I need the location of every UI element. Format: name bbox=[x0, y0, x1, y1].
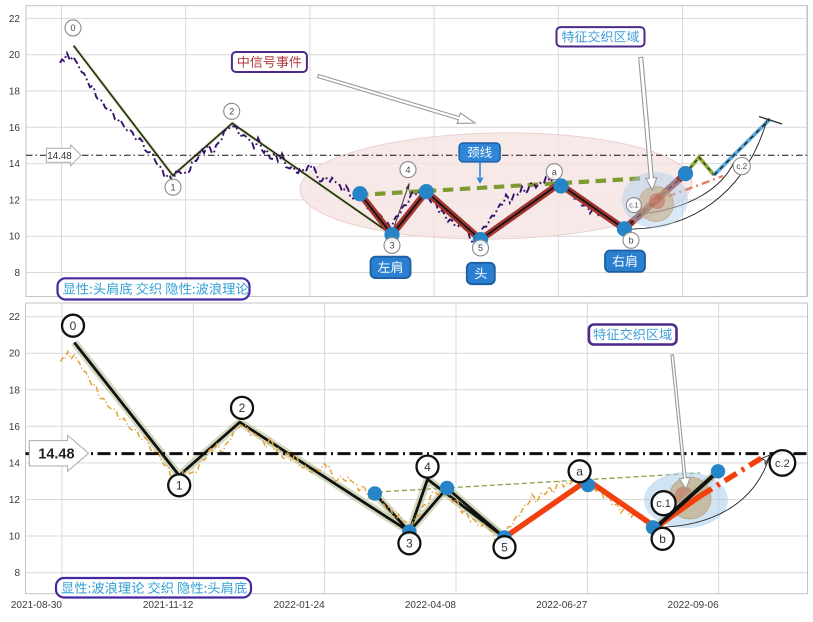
svg-text:2022-06-27: 2022-06-27 bbox=[536, 600, 588, 611]
svg-text:18: 18 bbox=[9, 385, 21, 396]
svg-text:c.1: c.1 bbox=[656, 498, 671, 510]
svg-text:2022-09-06: 2022-09-06 bbox=[668, 600, 720, 611]
svg-text:2021-08-30: 2021-08-30 bbox=[11, 600, 63, 611]
svg-text:14.48: 14.48 bbox=[47, 151, 72, 162]
svg-text:10: 10 bbox=[9, 232, 21, 243]
svg-text:2: 2 bbox=[239, 401, 246, 415]
svg-text:2022-01-24: 2022-01-24 bbox=[274, 600, 326, 611]
svg-text:16: 16 bbox=[9, 123, 21, 134]
svg-text:c.2: c.2 bbox=[775, 458, 790, 470]
svg-text:20: 20 bbox=[9, 50, 21, 61]
svg-text:8: 8 bbox=[14, 268, 20, 279]
svg-text:22: 22 bbox=[9, 14, 21, 25]
svg-text:5: 5 bbox=[478, 243, 483, 253]
svg-text:a: a bbox=[576, 465, 583, 479]
svg-text:a: a bbox=[552, 167, 557, 177]
svg-text:3: 3 bbox=[406, 537, 413, 551]
svg-text:14.48: 14.48 bbox=[38, 447, 74, 463]
svg-text:12: 12 bbox=[9, 495, 21, 506]
svg-text:0: 0 bbox=[70, 319, 77, 333]
svg-text:20: 20 bbox=[9, 349, 21, 360]
svg-text:16: 16 bbox=[9, 422, 21, 433]
svg-text:1: 1 bbox=[170, 182, 175, 192]
svg-text:2022-04-08: 2022-04-08 bbox=[405, 600, 457, 611]
svg-text:18: 18 bbox=[9, 87, 21, 98]
svg-text:2: 2 bbox=[229, 107, 234, 117]
svg-text:c.1: c.1 bbox=[629, 203, 638, 210]
svg-text:2021-11-12: 2021-11-12 bbox=[143, 600, 194, 611]
svg-text:12: 12 bbox=[9, 195, 21, 206]
svg-text:4: 4 bbox=[405, 165, 410, 175]
svg-text:4: 4 bbox=[424, 460, 431, 474]
svg-text:22: 22 bbox=[9, 312, 21, 323]
svg-text:3: 3 bbox=[389, 241, 394, 251]
svg-text:0: 0 bbox=[70, 23, 75, 33]
svg-text:b: b bbox=[628, 236, 633, 246]
svg-text:c.2: c.2 bbox=[736, 162, 747, 171]
svg-text:14: 14 bbox=[9, 458, 21, 469]
svg-text:5: 5 bbox=[501, 541, 508, 555]
svg-text:10: 10 bbox=[9, 532, 21, 543]
svg-text:8: 8 bbox=[14, 568, 20, 579]
svg-text:1: 1 bbox=[176, 479, 183, 493]
svg-text:b: b bbox=[659, 532, 666, 546]
svg-text:14: 14 bbox=[9, 159, 21, 170]
